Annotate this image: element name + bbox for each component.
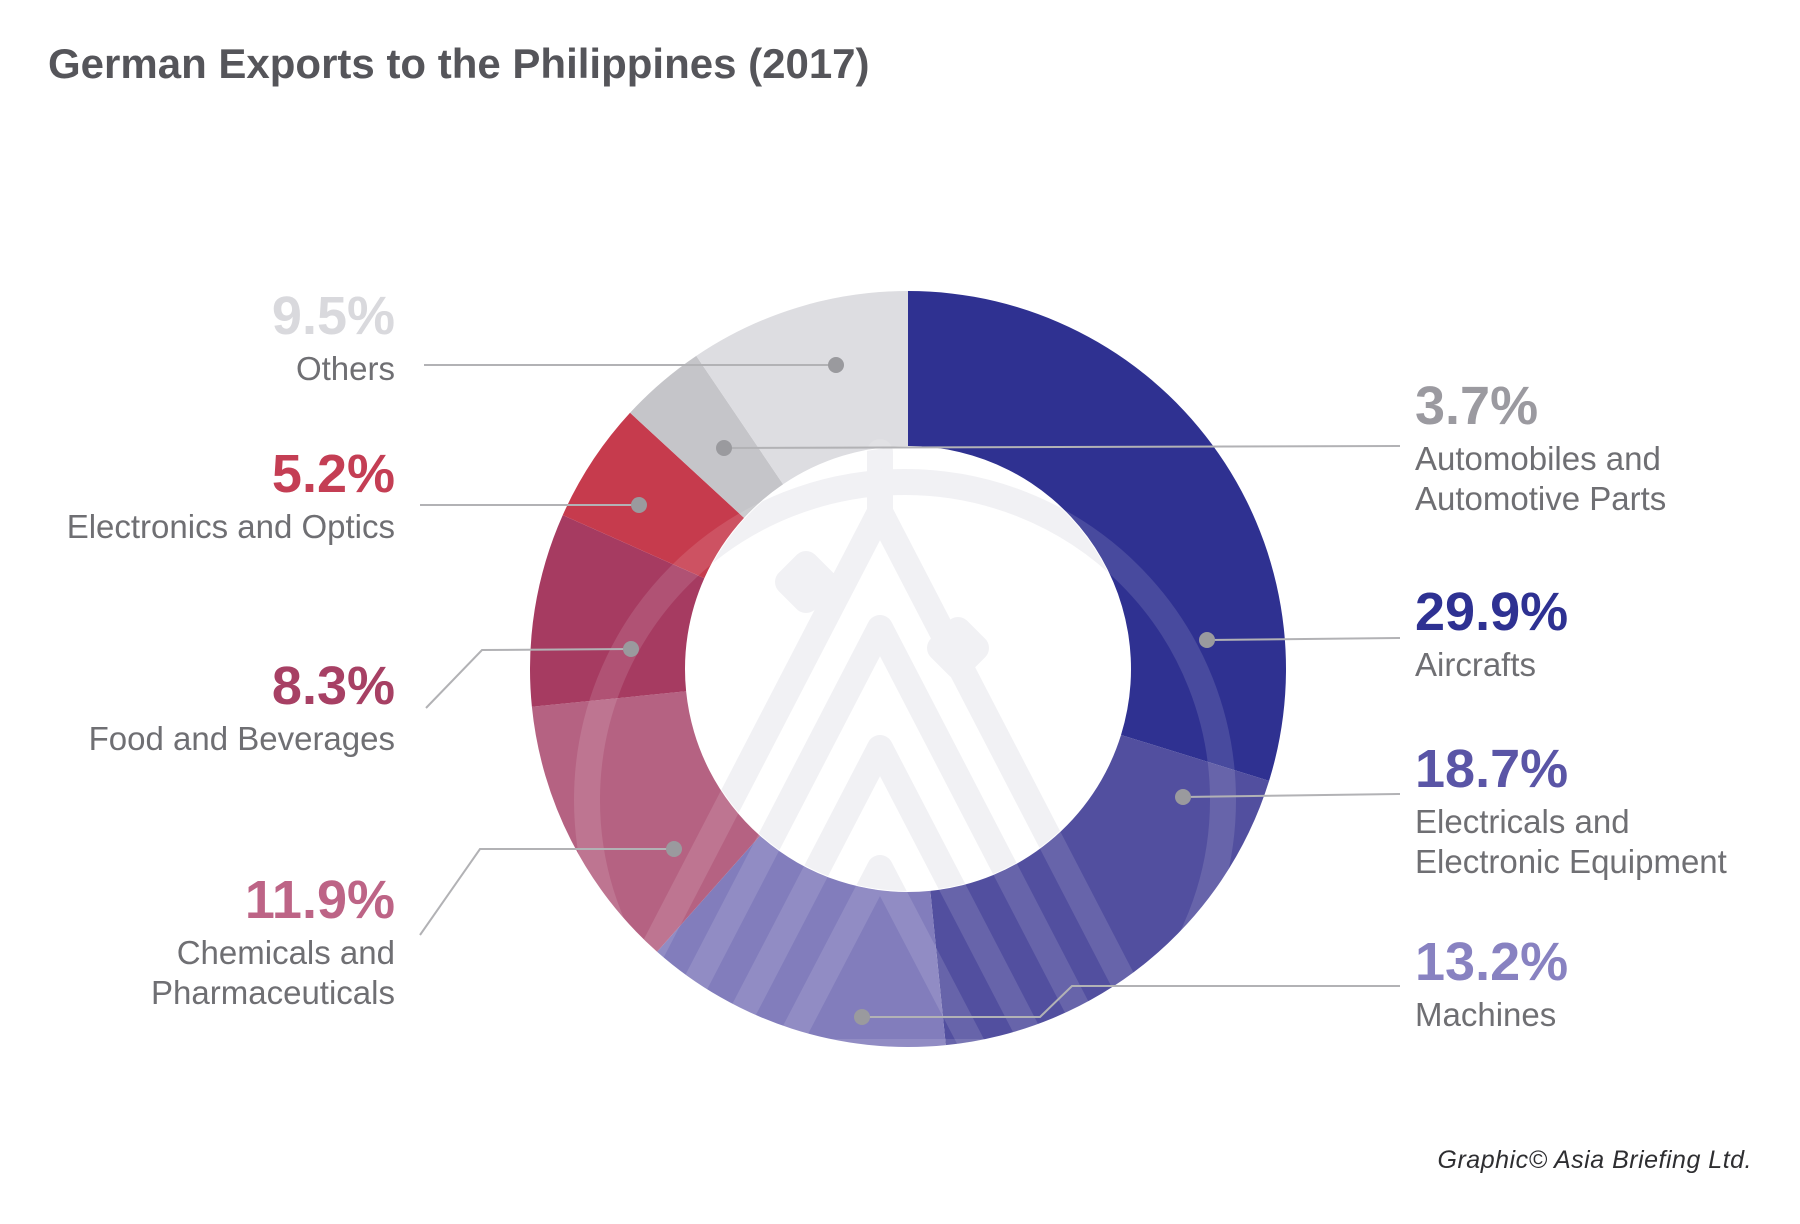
segment-label: Electronics and Optics [66,508,395,545]
donut-segment-machines [657,835,946,1047]
leader-dot-electronics [631,497,647,513]
leader-line-food [425,648,632,709]
page-title: German Exports to the Philippines (2017) [48,40,870,87]
leader-line-machines [862,985,1400,1018]
leader-dot-chemicals [666,841,682,857]
leader-line-electricals [1182,793,1401,798]
percent-value: 3.7% [1415,376,1539,436]
donut-segment-chemicals [531,691,760,952]
callout-aircrafts: 29.9% Aircrafts [1415,584,1568,685]
percent-value: 8.3% [271,656,395,716]
credit-line: Graphic© Asia Briefing Ltd. [1437,1146,1752,1174]
leader-dot-machines [854,1009,870,1025]
leader-dot-food [623,641,639,657]
leader-line-automobiles [723,445,1401,449]
callout-others: 9.5% Others [272,288,395,389]
leader-dot-others [828,357,844,373]
leader-dot-aircrafts [1199,632,1215,648]
segment-label: Others [295,350,395,387]
percent-value: 29.9% [1415,582,1569,642]
leader-dot-electricals [1175,789,1191,805]
segment-label: Electricals and Electronic Equipment [1415,803,1727,880]
percent-value: 5.2% [271,444,395,504]
segment-label: Aircrafts [1415,646,1537,683]
percent-value: 13.2% [1415,932,1569,992]
donut-segment-aircrafts [908,291,1286,781]
callout-electricals: 18.7% Electricals and Electronic Equipme… [1415,741,1727,882]
leader-line-chemicals [419,848,674,936]
callout-chemicals: 11.9% Chemicals and Pharmaceuticals [151,872,395,1013]
callout-electronics: 5.2% Electronics and Optics [67,446,395,547]
donut-segment-electronics [562,412,745,579]
segment-label: Machines [1415,996,1557,1033]
donut-segments [530,291,1286,1047]
leader-lines [419,357,1401,1025]
donut-segment-food [530,515,705,707]
segment-label: Chemicals and Pharmaceuticals [151,934,395,1011]
leader-dot-automobiles [716,440,732,456]
percent-value: 9.5% [271,286,395,346]
callout-automobiles: 3.7% Automobiles and Automotive Parts [1415,378,1666,519]
callout-food: 8.3% Food and Beverages [89,658,395,759]
segment-label: Automobiles and Automotive Parts [1415,440,1667,517]
donut-segment-electricals [930,734,1270,1046]
segment-label: Food and Beverages [88,720,395,757]
donut-segment-automobiles [630,355,784,518]
leader-line-aircrafts [1206,637,1401,641]
percent-value: 11.9% [244,870,395,930]
callout-machines: 13.2% Machines [1415,934,1568,1035]
percent-value: 18.7% [1415,739,1569,799]
donut-segment-others [696,291,908,485]
